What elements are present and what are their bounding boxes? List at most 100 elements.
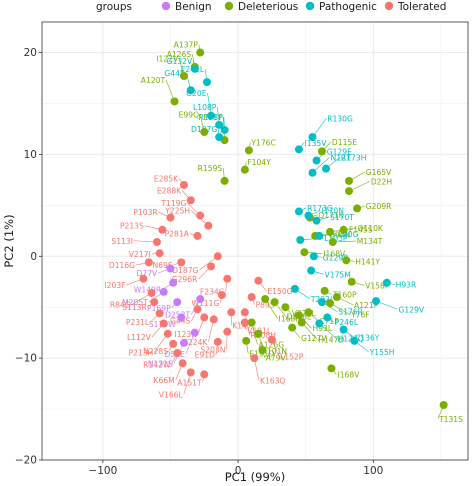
- point-pathogenic: [307, 266, 316, 275]
- point-pathogenic: [323, 313, 332, 322]
- y-tick-label: −10: [15, 353, 37, 365]
- point-tolerated: [209, 315, 218, 324]
- point-deleterious: [353, 204, 362, 213]
- point-label-tolerated: S113I: [111, 237, 133, 246]
- point-deleterious: [242, 336, 251, 345]
- point-label-pathogenic: G44R: [164, 69, 186, 78]
- point-pathogenic: [308, 133, 317, 142]
- point-tolerated: [139, 274, 148, 283]
- point-label-deleterious: I101N: [265, 347, 287, 356]
- point-label-deleterious: H147D: [318, 335, 344, 344]
- point-label-tolerated: N69S: [153, 261, 173, 270]
- point-label-tolerated: S203N: [200, 346, 225, 355]
- point-deleterious: [281, 303, 290, 312]
- point-label-pathogenic: G129V: [399, 305, 425, 314]
- point-pathogenic: [308, 168, 317, 177]
- point-deleterious: [196, 48, 205, 57]
- point-label-tolerated: P213H: [128, 348, 153, 357]
- point-label-tolerated: P231L: [126, 318, 150, 327]
- point-tolerated: [240, 318, 249, 327]
- point-label-pathogenic: S170T: [330, 213, 354, 222]
- point-label-deleterious: G209R: [366, 202, 392, 211]
- point-deleterious: [332, 293, 341, 302]
- x-tick-label: 0: [235, 465, 242, 477]
- point-label-tolerated: P281A: [165, 230, 190, 239]
- legend-entry-benign: Benign: [161, 1, 212, 13]
- point-label-deleterious: D94N: [329, 230, 350, 239]
- point-tolerated: [200, 313, 209, 322]
- point-tolerated: [166, 213, 175, 222]
- point-label-tolerated: N228S: [143, 347, 168, 356]
- y-tick-label: −20: [15, 455, 37, 467]
- point-label-deleterious: R159S: [198, 164, 223, 173]
- point-label-tolerated: W111G: [191, 299, 219, 308]
- point-deleterious: [261, 295, 270, 304]
- point-pathogenic: [294, 207, 303, 216]
- point-label-deleterious: H141Y: [355, 257, 380, 266]
- point-label-tolerated: A151T: [177, 378, 202, 387]
- point-pathogenic: [312, 156, 321, 165]
- point-label-tolerated: K66M: [154, 376, 175, 385]
- point-label-tolerated: I203F: [104, 281, 125, 290]
- legend-swatch-pathogenic: [305, 1, 315, 11]
- legend-label-tolerated: Tolerated: [397, 1, 446, 13]
- point-pathogenic: [215, 120, 224, 129]
- point-label-tolerated: F234G: [200, 288, 225, 297]
- point-label-pathogenic: G20E: [186, 89, 207, 98]
- point-label-deleterious: E191D: [249, 350, 274, 359]
- point-label-deleterious: I168V: [337, 371, 360, 380]
- point-deleterious: [270, 298, 279, 307]
- point-pathogenic: [309, 252, 318, 261]
- point-tolerated: [186, 368, 195, 377]
- point-label-tolerated: L152P: [280, 352, 304, 361]
- point-benign: [166, 264, 175, 273]
- point-label-deleterious: A126G: [259, 341, 285, 350]
- point-benign: [177, 313, 186, 322]
- point-label-benign: W149R: [134, 286, 162, 295]
- panel-background: [42, 22, 468, 460]
- point-tolerated: [155, 249, 164, 258]
- point-benign: [169, 278, 178, 287]
- point-label-tolerated: R142W: [143, 361, 171, 370]
- legend-entry-deleterious: Deleterious: [224, 1, 298, 13]
- legend-entry-tolerated: Tolerated: [384, 1, 446, 13]
- point-tolerated: [247, 293, 256, 302]
- point-pathogenic: [290, 284, 299, 293]
- point-label-pathogenic: N12T: [331, 153, 351, 162]
- point-label-tolerated: E150G: [267, 287, 292, 296]
- point-pathogenic: [186, 86, 195, 95]
- y-axis-title: PC2 (1%): [2, 214, 16, 267]
- point-label-tolerated: R308H: [250, 331, 275, 340]
- point-label-tolerated: R84G: [110, 301, 131, 310]
- legend: groups Benign Deleterious Pathogenic Tol…: [96, 1, 446, 13]
- point-pathogenic: [202, 78, 211, 87]
- point-pathogenic: [322, 164, 330, 173]
- point-deleterious: [180, 71, 188, 80]
- point-tolerated: [250, 354, 259, 363]
- point-pathogenic: [312, 216, 321, 225]
- point-tolerated: [267, 335, 276, 344]
- point-pathogenic: [215, 133, 224, 142]
- point-label-tolerated: S113R: [122, 303, 147, 312]
- point-pathogenic: [190, 64, 199, 73]
- point-label-deleterious: V222L: [292, 309, 317, 318]
- point-pathogenic: [296, 235, 305, 244]
- point-label-pathogenic: V175M: [325, 270, 351, 279]
- point-label-pathogenic: P246L: [335, 318, 359, 327]
- point-tolerated: [223, 327, 232, 336]
- point-label-deleterious: D22H: [371, 177, 392, 186]
- point-label-tolerated: Y225H: [164, 206, 190, 215]
- point-deleterious: [297, 318, 306, 327]
- point-label-pathogenic: G129R: [323, 253, 349, 262]
- point-deleterious: [317, 147, 326, 156]
- point-label-pathogenic: H93R: [396, 281, 417, 290]
- point-label-deleterious: A126S: [167, 50, 192, 59]
- y-tick-label: 10: [24, 149, 37, 161]
- point-deleterious: [327, 364, 336, 373]
- point-label-pathogenic: H123Q: [337, 335, 363, 344]
- point-label-tolerated: E91D: [195, 351, 215, 360]
- point-label-tolerated: D116G: [109, 261, 135, 270]
- point-label-pathogenic: L108P: [193, 103, 217, 112]
- point-label-pathogenic: G129E: [327, 147, 352, 156]
- point-deleterious: [244, 146, 253, 155]
